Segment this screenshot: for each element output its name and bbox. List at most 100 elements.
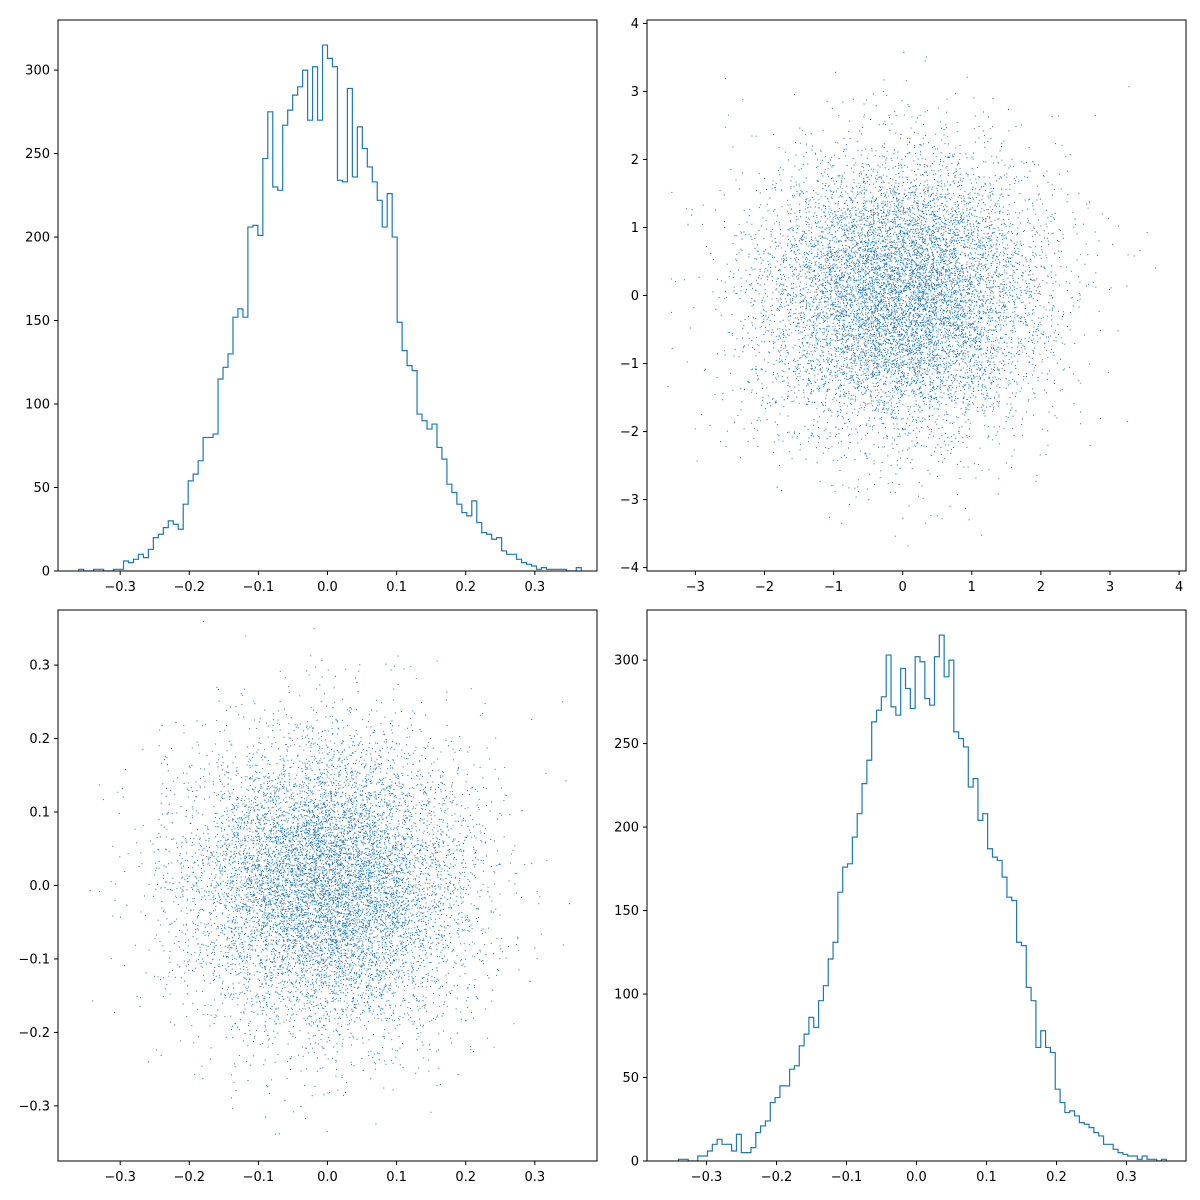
scatter-point <box>873 343 874 345</box>
scatter-point <box>1007 244 1008 246</box>
scatter-point <box>795 181 797 183</box>
scatter-point <box>816 461 818 463</box>
scatter-point <box>981 229 983 231</box>
scatter-point <box>836 282 838 284</box>
scatter-point <box>893 325 895 327</box>
scatter-point <box>973 326 975 328</box>
scatter-point <box>893 311 895 313</box>
scatter-point <box>920 352 921 354</box>
histogram-bin <box>258 235 263 571</box>
scatter-point <box>879 334 880 336</box>
scatter-point <box>839 250 841 251</box>
scatter-point <box>899 304 901 306</box>
scatter-point <box>948 397 950 398</box>
scatter-point <box>924 111 926 113</box>
scatter-point <box>824 306 826 308</box>
scatter-point <box>859 236 861 238</box>
scatter-point <box>909 209 911 211</box>
scatter-point <box>924 397 926 399</box>
scatter-point <box>776 278 778 280</box>
scatter-point <box>813 246 815 248</box>
scatter-point <box>905 176 907 178</box>
scatter-point <box>876 274 878 276</box>
scatter-point <box>914 321 916 323</box>
histogram-bin <box>576 568 581 571</box>
scatter-point <box>898 365 900 367</box>
scatter-point <box>991 404 993 406</box>
scatter-point <box>1007 417 1009 419</box>
scatter-point <box>814 237 816 239</box>
scatter-point <box>1008 289 1010 291</box>
scatter-point <box>929 342 931 344</box>
scatter-point <box>844 217 846 219</box>
scatter-point <box>806 301 807 303</box>
scatter-point <box>973 152 974 154</box>
scatter-point <box>778 174 780 176</box>
scatter-point <box>927 295 929 297</box>
scatter-point <box>1018 181 1020 183</box>
scatter-point <box>735 179 737 181</box>
scatter-point <box>872 296 874 298</box>
scatter-point <box>911 327 913 329</box>
scatter-point <box>892 397 894 399</box>
x-tick-label: −0.2 <box>174 580 206 595</box>
scatter-point <box>979 342 981 343</box>
scatter-point <box>914 290 916 292</box>
scatter-point <box>846 280 848 282</box>
scatter-point <box>880 229 881 231</box>
scatter-point <box>1021 244 1022 246</box>
scatter-point <box>903 372 905 374</box>
scatter-point <box>1015 244 1017 246</box>
scatter-point <box>841 276 842 278</box>
scatter-point <box>747 441 749 443</box>
scatter-point <box>874 251 876 253</box>
scatter-point <box>857 300 859 302</box>
scatter-point <box>869 425 871 427</box>
scatter-point <box>822 403 824 405</box>
scatter-point <box>953 293 955 295</box>
scatter-point <box>778 435 780 437</box>
scatter-point <box>987 238 989 239</box>
scatter-point <box>974 228 976 230</box>
scatter-point <box>939 378 941 380</box>
scatter-point <box>740 320 742 322</box>
scatter-point <box>908 288 910 290</box>
scatter-point <box>908 298 910 300</box>
scatter-point <box>802 326 804 328</box>
scatter-point <box>898 241 900 243</box>
scatter-point <box>972 238 974 240</box>
scatter-point <box>1096 254 1098 256</box>
scatter-point <box>825 312 827 314</box>
scatter-point <box>829 216 831 218</box>
scatter-point <box>837 188 839 190</box>
scatter-point <box>813 321 815 323</box>
scatter-point <box>939 329 941 331</box>
scatter-point <box>755 369 757 371</box>
scatter-point <box>838 293 840 295</box>
scatter-point <box>972 240 974 242</box>
scatter-point <box>986 392 988 394</box>
scatter-point <box>948 323 949 324</box>
scatter-point <box>919 325 921 327</box>
scatter-point <box>780 350 782 352</box>
scatter-point <box>868 222 870 224</box>
scatter-point <box>962 209 964 211</box>
scatter-point <box>866 368 868 369</box>
scatter-point <box>922 268 924 270</box>
scatter-point <box>825 301 827 303</box>
scatter-point <box>881 416 883 418</box>
scatter-point <box>993 329 995 331</box>
scatter-point <box>912 366 914 368</box>
scatter-point <box>967 220 969 222</box>
scatter-point <box>859 172 861 174</box>
scatter-point <box>882 364 884 366</box>
scatter-point <box>774 187 776 189</box>
scatter-point <box>1032 309 1034 311</box>
scatter-point <box>730 372 732 374</box>
scatter-point <box>824 447 826 449</box>
scatter-point <box>884 320 886 322</box>
scatter-point <box>921 394 923 396</box>
scatter-point <box>1039 454 1041 456</box>
scatter-point <box>806 371 807 373</box>
scatter-point <box>1006 257 1008 258</box>
